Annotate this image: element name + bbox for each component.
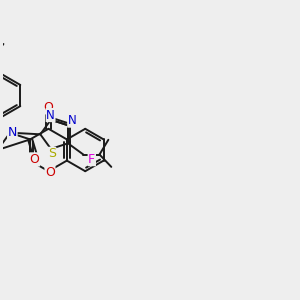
Text: N: N bbox=[8, 126, 17, 139]
Text: O: O bbox=[45, 166, 55, 179]
Text: F: F bbox=[88, 153, 95, 166]
Text: O: O bbox=[44, 101, 53, 114]
Text: S: S bbox=[48, 147, 56, 161]
Text: N: N bbox=[46, 109, 55, 122]
Text: O: O bbox=[30, 153, 40, 166]
Text: N: N bbox=[68, 114, 76, 127]
